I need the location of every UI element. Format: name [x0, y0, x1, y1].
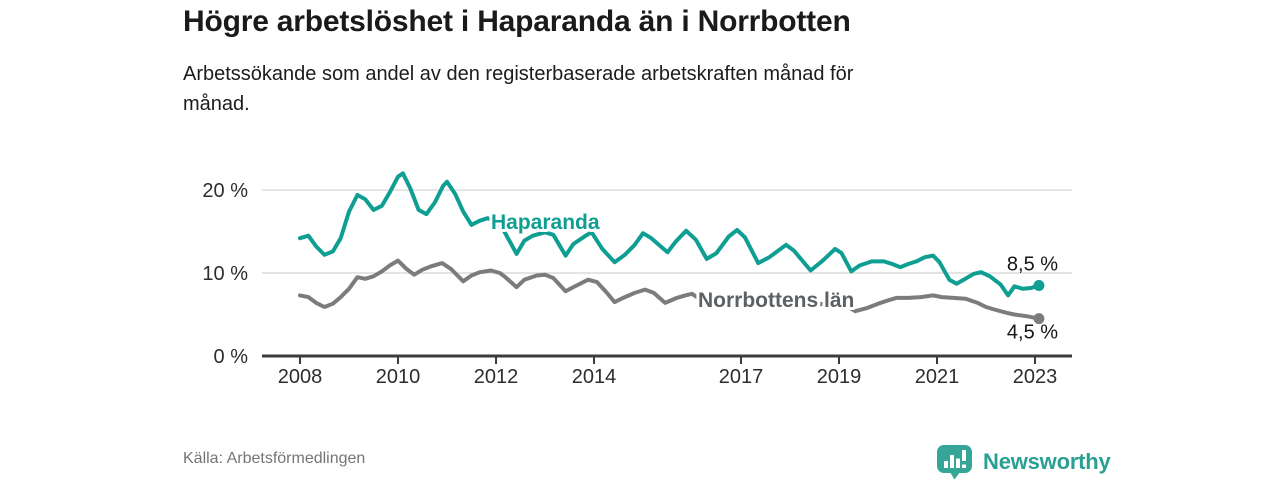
- newsworthy-logo-text: Newsworthy: [983, 449, 1111, 474]
- chart-subtitle-line-2: månad.: [183, 93, 250, 115]
- chart-subtitle: Arbetssökande som andel av den registerb…: [183, 59, 853, 119]
- series-line-norrbottens-l-n: [298, 258, 1041, 321]
- x-tick-label: 2023: [1013, 366, 1058, 388]
- end-value-label-haparanda: 8,5 %: [1007, 253, 1058, 275]
- x-tick-label: 2012: [474, 366, 519, 388]
- series-label-norrbottens-l-n: Norrbottens län: [698, 289, 854, 312]
- end-value-label-norrbottens-l-n: 4,5 %: [1007, 322, 1058, 344]
- y-tick-label: 20 %: [202, 180, 248, 202]
- series-label-haparanda: Haparanda: [491, 211, 600, 234]
- x-tick-label: 2017: [719, 366, 764, 388]
- y-tick-label: 0 %: [214, 346, 249, 368]
- source-text: Källa: Arbetsförmedlingen: [183, 450, 366, 467]
- x-tick-label: 2014: [572, 366, 617, 388]
- x-tick-label: 2008: [278, 366, 323, 388]
- newsworthy-logo: Newsworthy: [936, 443, 1111, 480]
- x-tick-label: 2010: [376, 366, 421, 388]
- x-tick-label: 2021: [915, 366, 960, 388]
- y-tick-label: 10 %: [202, 263, 248, 285]
- end-dot-haparanda: [1033, 279, 1045, 291]
- x-tick-label: 2019: [817, 366, 862, 388]
- chart-subtitle-line-1: Arbetssökande som andel av den registerb…: [183, 63, 854, 85]
- newsworthy-bar-chart-bubble-icon: [937, 445, 972, 480]
- series-line-haparanda: [298, 171, 1041, 298]
- end-dot-norrbottens-l-n: [1033, 313, 1045, 325]
- chart-title: Högre arbetslöshet i Haparanda än i Norr…: [183, 5, 851, 38]
